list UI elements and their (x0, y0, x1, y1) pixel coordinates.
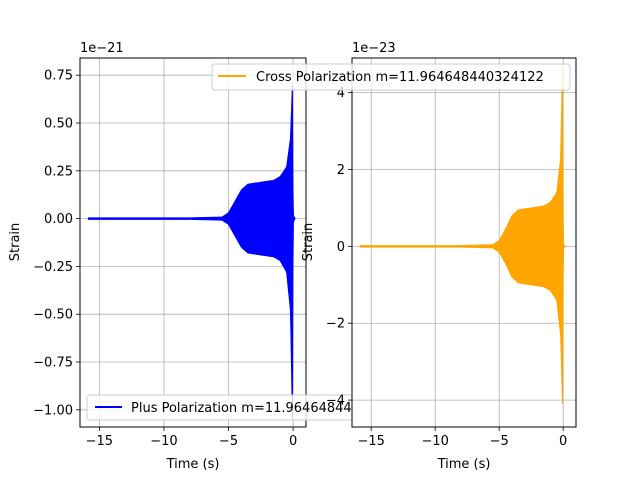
x-tick-label: −5 (219, 434, 238, 449)
y-tick-label: −0.75 (33, 355, 73, 370)
y-offset-label: 1e−21 (80, 41, 124, 56)
legend: Cross Polarization m=11.964648440324122 (211, 63, 571, 91)
y-tick-label: −0.25 (33, 260, 73, 275)
y-axis-ticks: 4 2 0 −2 −4 (326, 86, 352, 409)
y-axis-ticks: 0.75 0.50 0.25 0.00 −0.25 −0.50 −0.75 −1.00 (33, 69, 80, 418)
x-tick-label: −15 (86, 434, 113, 449)
y-tick-label: −2 (326, 317, 345, 332)
y-tick-label: 4 (337, 86, 345, 101)
y-tick-label: 0.00 (44, 212, 73, 227)
y-axis-label: Strain (301, 223, 316, 262)
plot-data (359, 65, 566, 404)
y-tick-label: 0.25 (44, 164, 73, 179)
x-axis-ticks: −15 −10 −5 0 (357, 427, 567, 449)
y-tick-label: 0 (337, 240, 345, 255)
legend-label-plus: Plus Polarization m=11.964648440324122 (131, 401, 410, 416)
legend-label-cross: Cross Polarization m=11.964648440324122 (256, 70, 544, 85)
y-tick-label: −0.50 (33, 308, 73, 323)
x-axis-label: Time (s) (437, 457, 491, 472)
x-axis-label: Time (s) (166, 457, 220, 472)
y-tick-label: −4 (326, 394, 345, 409)
x-axis-ticks: −15 −10 −5 0 (86, 427, 297, 449)
x-tick-label: −10 (150, 434, 177, 449)
cross-polarization-axes: −15 −10 −5 0 420−2−4 1e−23 Time (s) Strain … (211, 41, 577, 472)
x-tick-label: −5 (490, 434, 509, 449)
x-tick-label: −15 (357, 434, 384, 449)
y-tick-label: 0.75 (44, 69, 73, 84)
y-tick-label: 2 (337, 163, 345, 178)
plot-data (87, 84, 296, 420)
y-tick-label: 0.50 (44, 117, 73, 132)
y-offset-label: 1e−23 (352, 41, 396, 56)
axes-frame (79, 57, 307, 428)
y-tick-label: −1.00 (33, 403, 73, 418)
axes-frame (351, 57, 577, 428)
x-tick-label: −10 (421, 434, 448, 449)
legend-box (211, 63, 571, 91)
legend: Plus Polarization m=11.964648440324122 (86, 394, 410, 421)
plus-polarization-axes: −15 −10 −5 0 0.75 0.50 0.25 0.00 −0.25 −0.50 −0.7… (8, 41, 410, 472)
x-tick-label: 0 (559, 434, 567, 449)
x-tick-label: 0 (289, 434, 297, 449)
y-axis-label: Strain (8, 223, 23, 262)
